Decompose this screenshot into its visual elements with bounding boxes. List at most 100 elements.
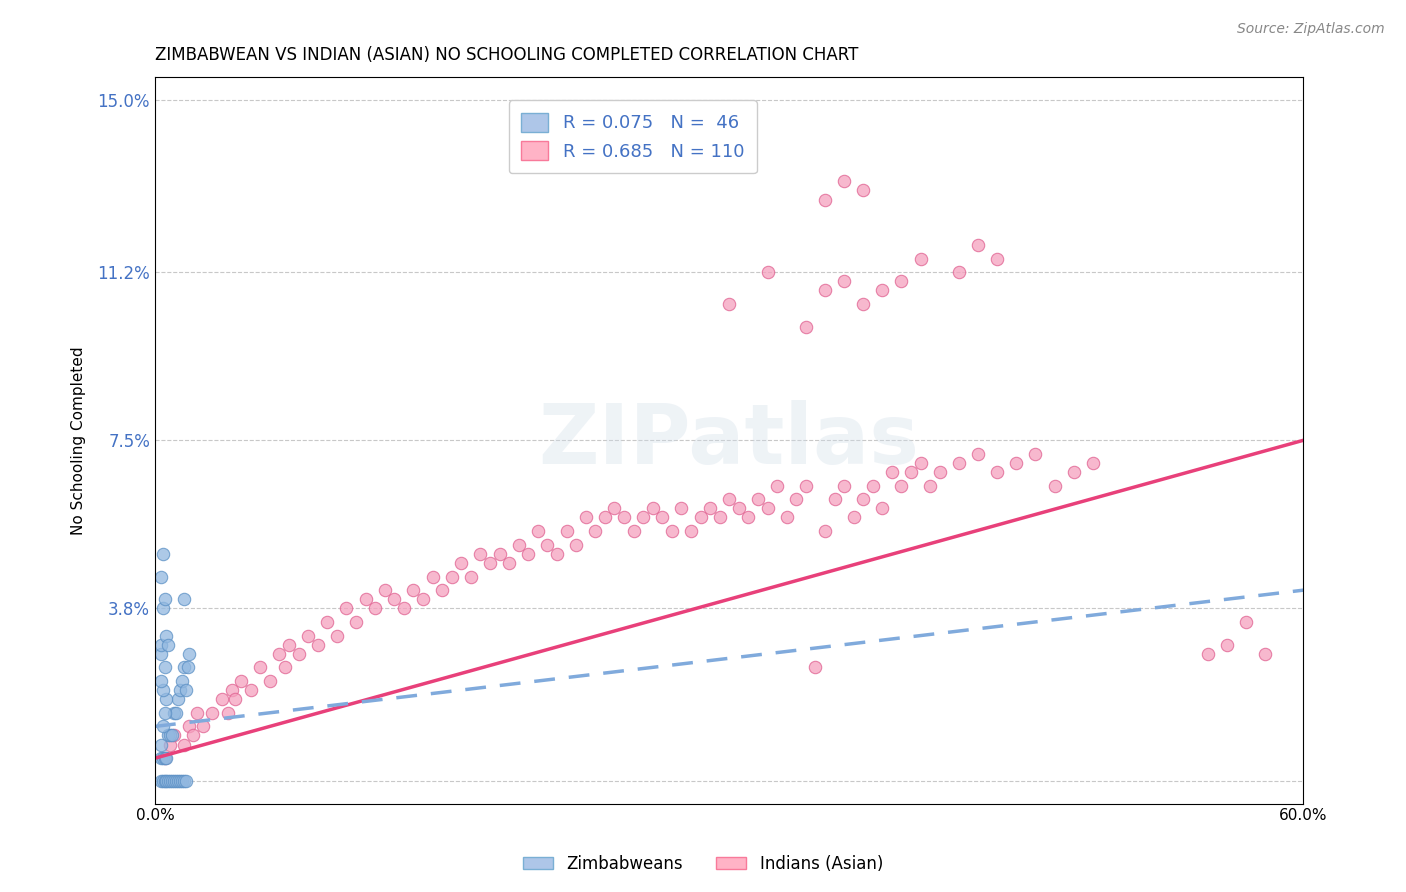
Point [488,547,510,561]
Point [191,719,214,733]
Point [307,638,329,652]
Point [967,238,990,252]
Point [163,773,186,788]
Point [1063,465,1085,479]
Point [344,615,367,629]
Point [1043,478,1066,492]
Point [169,773,191,788]
Point [852,297,875,311]
Point [326,629,349,643]
Point [224,692,246,706]
Point [412,592,434,607]
Point [173,773,195,788]
Point [928,465,950,479]
Point [756,265,779,279]
Point [149,569,172,583]
Point [651,510,673,524]
Point [354,592,377,607]
Point [814,284,837,298]
Point [430,583,453,598]
Point [259,673,281,688]
Point [1024,447,1046,461]
Point [179,647,201,661]
Point [152,719,174,733]
Point [460,569,482,583]
Point [1081,456,1104,470]
Point [1005,456,1028,470]
Point [872,284,894,298]
Point [718,297,741,311]
Point [169,683,191,698]
Point [872,501,894,516]
Point [149,673,172,688]
Point [157,729,180,743]
Point [155,692,177,706]
Point [153,773,176,788]
Point [613,510,636,524]
Point [527,524,550,538]
Point [181,729,204,743]
Point [440,569,463,583]
Point [239,683,262,698]
Point [478,556,501,570]
Text: ZIMBABWEAN VS INDIAN (ASIAN) NO SCHOOLING COMPLETED CORRELATION CHART: ZIMBABWEAN VS INDIAN (ASIAN) NO SCHOOLIN… [155,46,858,64]
Point [149,773,172,788]
Point [153,751,176,765]
Point [173,592,195,607]
Point [565,538,588,552]
Point [737,510,759,524]
Point [165,773,187,788]
Point [201,706,224,720]
Point [149,638,172,652]
Point [718,492,741,507]
Point [880,465,903,479]
Point [794,319,817,334]
Point [167,773,190,788]
Point [842,510,865,524]
Point [160,729,183,743]
Point [217,706,239,720]
Point [422,569,444,583]
Point [679,524,702,538]
Point [1197,647,1219,661]
Point [155,751,177,765]
Text: Source: ZipAtlas.com: Source: ZipAtlas.com [1237,22,1385,37]
Point [699,501,721,516]
Point [727,501,749,516]
Point [152,601,174,615]
Point [900,465,922,479]
Point [153,706,176,720]
Point [852,183,875,197]
Point [967,447,990,461]
Point [498,556,520,570]
Point [170,673,193,688]
Point [153,751,176,765]
Point [149,738,172,752]
Point [392,601,415,615]
Point [269,647,291,661]
Point [986,465,1008,479]
Point [374,583,396,598]
Point [948,456,970,470]
Point [152,547,174,561]
Point [160,773,183,788]
Legend: Zimbabweans, Indians (Asian): Zimbabweans, Indians (Asian) [516,848,890,880]
Point [179,719,201,733]
Point [766,478,789,492]
Point [152,751,174,765]
Point [159,738,181,752]
Point [832,174,855,188]
Point [159,773,181,788]
Point [852,492,875,507]
Point [174,683,197,698]
Text: ZIPatlas: ZIPatlas [538,400,920,481]
Point [814,193,837,207]
Point [832,274,855,288]
Point [149,647,172,661]
Point [402,583,425,598]
Point [155,773,177,788]
Point [603,501,626,516]
Point [152,773,174,788]
Point [824,492,846,507]
Point [536,538,558,552]
